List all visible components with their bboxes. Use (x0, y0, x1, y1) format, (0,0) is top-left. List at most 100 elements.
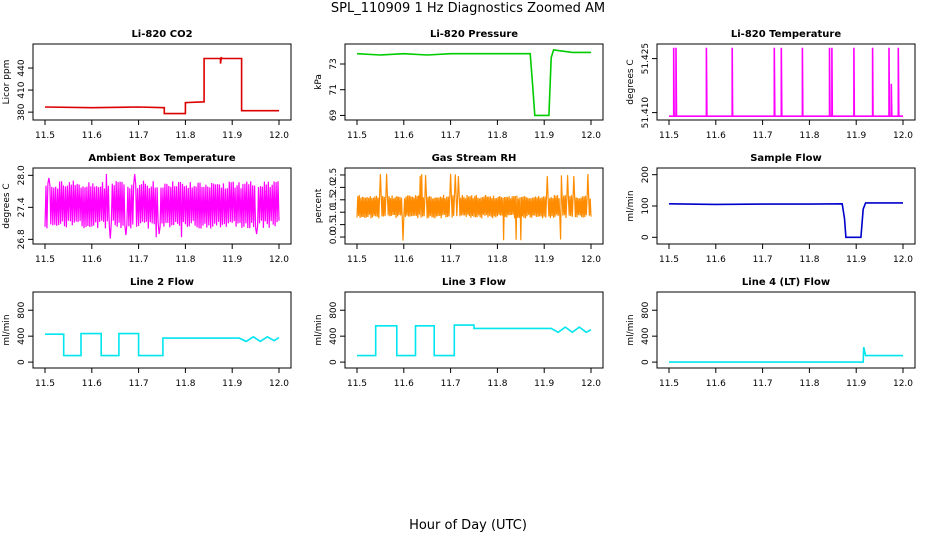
x-tick-label: 11.6 (82, 255, 102, 265)
y-tick-label: 0 (17, 359, 27, 365)
x-tick-label: 11.9 (222, 255, 242, 265)
y-tick-label: 73 (329, 58, 339, 69)
y-axis-label: degrees C (2, 183, 12, 228)
y-axis-label: ml/min (626, 314, 636, 345)
x-tick-label: 12.0 (581, 131, 601, 141)
x-tick-label: 11.8 (799, 131, 819, 141)
x-tick-label: 11.7 (129, 379, 149, 389)
y-tick-label: 800 (329, 301, 339, 318)
plot-frame (32, 43, 292, 121)
x-tick-label: 11.6 (394, 131, 414, 141)
panel-title: Sample Flow (750, 153, 822, 164)
x-tick-label: 11.5 (347, 379, 367, 389)
x-tick-label: 11.7 (753, 131, 773, 141)
series-line (356, 49, 591, 117)
y-tick-label: 400 (641, 327, 651, 344)
x-tick-label: 11.8 (175, 131, 195, 141)
x-tick-label: 11.6 (82, 131, 102, 141)
x-tick-label: 11.6 (82, 379, 102, 389)
y-tick-label: 2.0 (329, 180, 339, 195)
x-axis-title: Hour of Day (UTC) (409, 518, 527, 533)
y-axis-label: ml/min (2, 314, 12, 345)
x-tick-label: 11.9 (534, 131, 554, 141)
y-tick-label: 400 (17, 327, 27, 344)
y-axis-label: Licor ppm (2, 60, 12, 105)
y-axis-label: ml/min (626, 190, 636, 221)
panel-title: Line 3 Flow (442, 277, 506, 288)
panel-7: Line 2 Flow 11.5 11.6 11.7 11.8 11.9 12.0 0 400 8… (2, 277, 292, 389)
y-tick-label: 2.5 (329, 168, 339, 182)
y-tick-label: 0 (641, 359, 651, 365)
x-tick-label: 11.9 (222, 379, 242, 389)
x-tick-label: 11.5 (347, 131, 367, 141)
y-tick-label: 51.410 (641, 97, 651, 129)
y-tick-label: 28.0 (17, 165, 27, 185)
x-tick-label: 11.5 (659, 255, 679, 265)
y-tick-label: 800 (641, 301, 651, 318)
panel-3: Li-820 Temperature 11.5 11.6 11.7 11.8 11.9 12… (626, 29, 916, 141)
y-tick-label: 0.0 (329, 230, 339, 245)
panel-8: Line 3 Flow 11.5 11.6 11.7 11.8 11.9 12.0 0 400 8… (314, 277, 604, 389)
y-axis-label: degrees C (626, 59, 636, 104)
series-line (669, 347, 903, 363)
x-tick-label: 11.8 (799, 255, 819, 265)
y-tick-label: 69 (329, 109, 339, 121)
x-tick-label: 11.6 (706, 255, 726, 265)
plot-frame (344, 291, 604, 369)
x-tick-label: 11.8 (175, 379, 195, 389)
y-tick-label: 1.5 (329, 193, 339, 207)
x-tick-label: 11.8 (487, 255, 507, 265)
y-axis-label: percent (314, 188, 324, 223)
x-tick-label: 12.0 (893, 255, 913, 265)
y-tick-label: 71 (329, 84, 339, 95)
x-tick-label: 11.5 (35, 255, 55, 265)
plot-frame (656, 167, 916, 245)
y-tick-label: 1.0 (329, 205, 339, 220)
panel-title: Line 2 Flow (130, 277, 194, 288)
panel-title: Line 4 (LT) Flow (742, 277, 830, 288)
y-tick-label: 51.425 (641, 43, 651, 75)
x-tick-label: 12.0 (269, 255, 289, 265)
y-axis-label: ml/min (314, 314, 324, 345)
panel-title: Li-820 Temperature (731, 29, 841, 40)
x-tick-label: 11.9 (534, 379, 554, 389)
y-tick-label: 100 (641, 197, 651, 214)
panel-2: Li-820 Pressure 11.5 11.6 11.7 11.8 11.9 12.0 6… (314, 29, 604, 141)
x-tick-label: 12.0 (581, 255, 601, 265)
plot-frame (344, 167, 604, 245)
panel-4: Ambient Box Temperature 11.5 11.6 11.7 11.8 1… (2, 153, 292, 265)
x-tick-label: 11.9 (846, 255, 866, 265)
x-tick-label: 11.7 (441, 255, 461, 265)
x-tick-label: 11.9 (222, 131, 242, 141)
y-tick-label: 380 (17, 103, 27, 120)
y-axis-label: kPa (314, 74, 324, 90)
series-noise-line (356, 173, 592, 241)
panel-9: Line 4 (LT) Flow 11.5 11.6 11.7 11.8 11.9 12.0… (626, 277, 916, 389)
x-tick-label: 11.8 (487, 131, 507, 141)
y-tick-label: 440 (17, 59, 27, 76)
x-tick-label: 11.5 (35, 131, 55, 141)
x-tick-label: 11.9 (534, 255, 554, 265)
plot-frame (32, 167, 292, 245)
plot-frame (344, 43, 604, 121)
x-tick-label: 11.9 (846, 379, 866, 389)
x-tick-label: 11.7 (441, 379, 461, 389)
x-tick-label: 11.7 (753, 255, 773, 265)
x-tick-label: 11.9 (846, 131, 866, 141)
y-tick-label: 800 (17, 301, 27, 318)
y-tick-label: 0 (641, 234, 651, 240)
y-tick-label: 200 (641, 166, 651, 183)
x-tick-label: 12.0 (269, 379, 289, 389)
x-tick-label: 11.5 (659, 379, 679, 389)
series-line (44, 56, 279, 115)
x-tick-label: 11.5 (35, 379, 55, 389)
y-tick-label: 410 (17, 81, 27, 98)
page-title: SPL_110909 1 Hz Diagnostics Zoomed AM (330, 1, 606, 16)
x-tick-label: 11.8 (175, 255, 195, 265)
series-line (45, 332, 280, 357)
series-noise-line (44, 173, 280, 239)
y-tick-label: 26.8 (17, 229, 27, 249)
y-tick-label: 0.5 (329, 217, 339, 231)
